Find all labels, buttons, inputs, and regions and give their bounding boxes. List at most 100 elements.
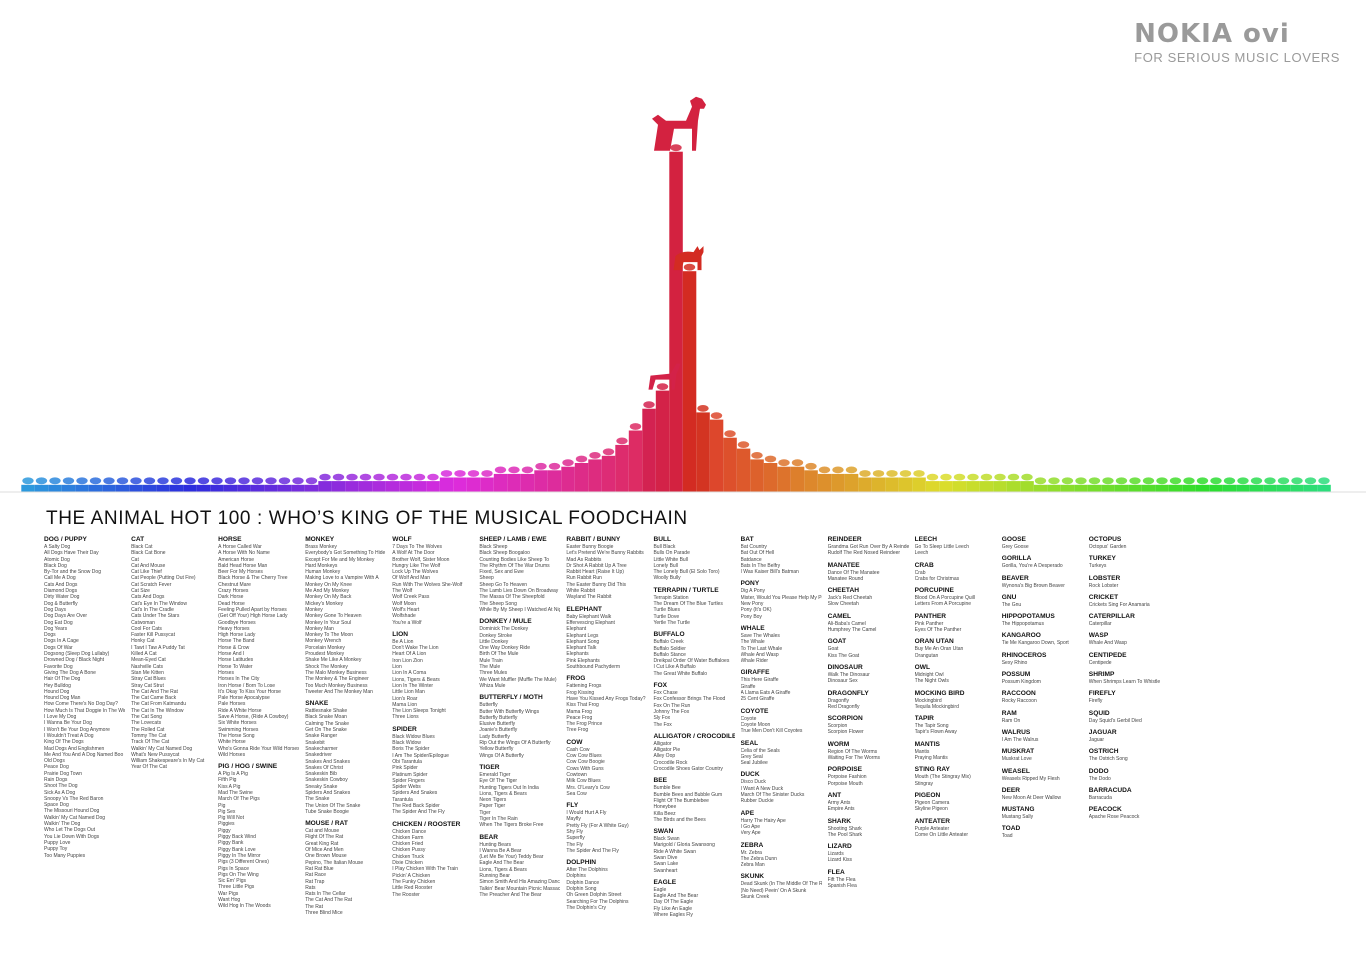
song-title: William Shakespeare's In My Cat <box>131 758 205 765</box>
song-title: One Way Donkey Ride <box>479 645 530 652</box>
bar-camel <box>912 477 926 492</box>
song-title: Be A Lion <box>392 638 414 645</box>
bar-rabbit-bunny <box>628 430 643 492</box>
song-title: Shake Me Like A Monkey <box>305 657 362 664</box>
animal-group-title: WOLF <box>392 536 412 543</box>
animal-group: TURKEY Turkeys <box>1089 555 1170 569</box>
song-title: Cat Like Thief <box>131 569 162 576</box>
animal-group: DUCK Disco Duck I Want A New Duck March Of … <box>741 771 822 804</box>
animal-group-title: BEAR <box>479 833 499 841</box>
song-title: (Get Off Your) High Horse Lady <box>218 613 288 620</box>
animal-silhouette-icon <box>373 473 385 481</box>
song-title: Octopus' Garden <box>1088 544 1127 550</box>
song-title: Humphrey The Camel <box>827 627 877 634</box>
animal-group: CAMEL Ali-Baba's Camel Humphrey The Camel <box>828 613 909 634</box>
song-title: Bat Out Of Hell <box>740 550 775 557</box>
song-title: Honky Cat <box>131 638 155 645</box>
animal-group-title: PORPOISE <box>827 766 863 774</box>
bar-peacock <box>1317 484 1331 492</box>
animal-silhouette-icon <box>292 477 304 485</box>
song-title: Fixed, Sex and Ewe <box>479 569 524 576</box>
animal-silhouette-icon <box>481 470 493 477</box>
song-title: Purple Anteater <box>914 825 950 832</box>
song-title: Cash Cow <box>566 746 590 753</box>
animal-group-title: GORILLA <box>1001 555 1032 563</box>
song-title: Call Me A Dog <box>44 575 76 582</box>
song-title: Dixie Chicken <box>392 860 423 867</box>
animal-group: PORCUPINE Blood On A Porcupine Quill Lette… <box>915 587 996 608</box>
song-title: 25 Cent Giraffe <box>740 696 775 703</box>
song-title: Wolf's Heart <box>392 606 420 613</box>
song-title: March Of The Pigs <box>218 796 260 803</box>
song-list-column: WOLF 7 Days To The Wolves A Wolf At The Do… <box>392 536 473 951</box>
song-title: Diamond Dogs <box>44 588 78 595</box>
song-title: Milk Cow Blues <box>566 778 601 785</box>
song-title: Simon Smith And His Amazing Dancing Bear <box>479 879 560 886</box>
bar-ram <box>142 484 157 492</box>
animal-group-title: COYOTE <box>740 707 769 715</box>
song-title: Pink Panther <box>914 620 944 627</box>
song-title: Black Widow <box>392 740 421 747</box>
song-title: Elusive Butterfly <box>479 721 516 728</box>
song-title: The Dolphin's Cry <box>566 904 606 911</box>
animal-group-title: HIPPOPOTAMUS <box>1001 613 1055 621</box>
song-title: Peace Frog <box>566 714 593 721</box>
animal-group-title: WORM <box>827 740 850 748</box>
song-title: Brass Monkey <box>305 544 337 550</box>
animal-group-title: GOOSE <box>1001 536 1026 543</box>
song-title: Chicken Dance <box>392 828 427 835</box>
animal-silhouette-icon <box>1250 477 1263 485</box>
song-title: Snakes And Snakes <box>305 758 350 765</box>
animal-silhouette-icon <box>1142 477 1155 485</box>
bar-bull <box>723 437 737 492</box>
song-list-column: GOOSE Grey Goose GORILLA Gorilla, You're A … <box>1002 536 1083 951</box>
song-title: The Dodo <box>1088 775 1111 782</box>
song-title: A Llama Eats A Giraffe <box>740 690 791 697</box>
song-title: Toad <box>1001 833 1013 840</box>
animal-silhouette-icon <box>1183 477 1195 485</box>
song-title: Rabbit Heart (Raise It Up) <box>566 569 624 576</box>
animal-group: JAGUAR Jaguar <box>1089 729 1170 743</box>
song-title: Buffalo Creek <box>653 639 684 646</box>
animal-group: ELEPHANT Baby Elephant Walk Effervescing E… <box>566 606 647 671</box>
song-title: Crabs for Christmas <box>914 575 960 582</box>
bar-horse <box>655 390 670 492</box>
song-title: Gorilla, You're A Desperado <box>1001 563 1063 570</box>
song-title: Tree Frog <box>566 727 589 734</box>
animal-group: SNAKE Rattlesnake Shake Black Snake Moan Ca… <box>305 700 386 815</box>
song-title: Piggies <box>218 821 235 828</box>
song-title: Dogs <box>44 632 56 639</box>
animal-group: CATERPILLAR Caterpillar <box>1089 613 1170 627</box>
animal-group-title: CRAB <box>914 561 934 569</box>
song-title: Pony Boy <box>740 613 762 620</box>
animal-silhouette-icon <box>103 477 115 485</box>
song-title: Sneaky Snake <box>305 783 338 790</box>
song-title: Wynona's Big Brown Beaver <box>1001 582 1065 589</box>
animal-group: HIPPOPOTAMUS The Hippopotamus <box>1002 613 1083 627</box>
song-title: We Want Muffler (Muffle The Mule) <box>479 676 557 683</box>
animal-group: CRAB Crab Crabs for Christmas <box>915 562 996 583</box>
song-title: Dead Horse <box>218 600 245 607</box>
animal-silhouette-icon <box>346 473 358 481</box>
song-title: Tweeter And The Monkey Man <box>305 688 373 695</box>
song-title: Lions, Tigers & Bears <box>479 866 527 873</box>
song-title: Joanie's Butterfly <box>479 727 518 734</box>
animal-silhouette-icon <box>1264 477 1276 485</box>
song-lists: DOG / PUPPY A Salty Dog All Dogs Have Thei… <box>44 536 1344 951</box>
song-title: Space Dog <box>44 802 69 809</box>
animal-group-title: CATERPILLAR <box>1088 613 1135 621</box>
song-title: Wolf Creek Pass <box>392 594 430 601</box>
animal-silhouette-icon <box>413 473 426 481</box>
song-title: Hunting Tigers Out In India <box>479 784 539 791</box>
song-title: Pretty Fly (For A White Guy) <box>566 822 629 829</box>
animal-silhouette-icon <box>886 470 898 477</box>
bar-dolphin <box>210 484 224 492</box>
song-title: Pink Elephants <box>566 657 600 664</box>
song-title: Bumble Bee <box>653 785 681 792</box>
song-list-column: MONKEY Brass Monkey Everybody's Got Someth… <box>305 536 386 951</box>
song-list-column: DOG / PUPPY A Salty Dog All Dogs Have Thei… <box>44 536 125 951</box>
animal-group-title: TIGER <box>479 763 500 771</box>
song-title: Easter Bunny Boogie <box>566 544 614 550</box>
animal-silhouette-icon <box>1088 477 1101 485</box>
animal-silhouette-icon <box>751 452 763 459</box>
